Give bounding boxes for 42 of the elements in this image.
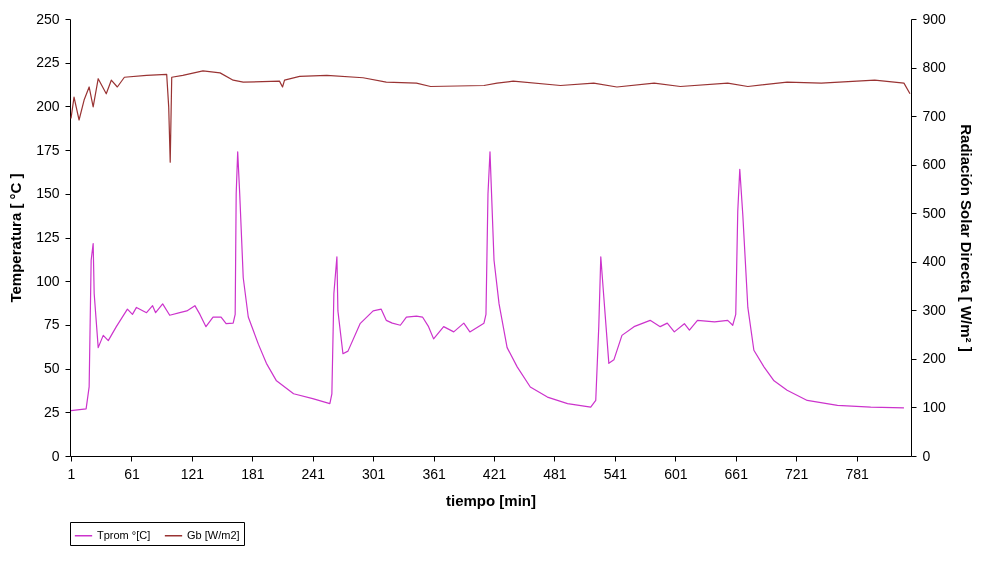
x-tick-label: 481 [543,465,567,482]
x-tick-label: 241 [301,465,326,482]
x-tick-label: 721 [785,465,809,482]
y-tick-label: 0 [51,447,60,464]
y2-tick-label: 0 [922,447,931,464]
y-tick-label: 150 [36,185,60,202]
y-axis-title: Temperatura [ °C ] [7,173,25,303]
x-axis-title: tiempo [min] [446,491,536,509]
x-tick-label: 601 [664,465,688,482]
y2-tick-label: 400 [922,253,947,270]
y2-axis-title: Radiación Solar Directa [ W/m² ] [957,124,975,352]
y-tick-label: 100 [36,272,60,289]
y2-tick-label: 500 [922,204,947,221]
y-tick-label: 200 [36,97,60,114]
y-tick-label: 25 [43,403,60,420]
legend-label: Tprom °[C] [97,528,151,541]
x-tick-label: 301 [361,465,386,482]
x-tick-label: 1 [67,465,76,482]
y-tick-label: 75 [43,316,60,333]
x-tick-label: 61 [124,465,140,482]
y2-tick-label: 800 [922,59,947,76]
y2-tick-label: 300 [922,301,947,318]
y2-tick-label: 900 [922,10,947,27]
y-tick-label: 175 [36,141,60,158]
y2-tick-label: 200 [922,350,947,367]
x-tick-label: 181 [241,465,265,482]
y2-tick-label: 700 [922,107,947,124]
y-tick-label: 225 [36,54,60,71]
x-tick-label: 661 [724,465,749,482]
y2-tick-label: 100 [922,398,947,415]
x-tick-label: 421 [482,465,507,482]
y2-tick-label: 600 [922,156,947,173]
line-series [70,151,905,412]
legend-label: Gb [W/m2] [187,528,240,541]
x-tick-label: 541 [603,465,628,482]
x-tick-label: 781 [845,465,869,482]
y-tick-label: 250 [36,10,60,27]
y-tick-label: 125 [36,229,60,245]
y-tick-label: 50 [43,360,60,377]
line-series [70,70,911,163]
x-tick-label: 361 [422,465,446,482]
x-tick-label: 121 [180,465,205,482]
